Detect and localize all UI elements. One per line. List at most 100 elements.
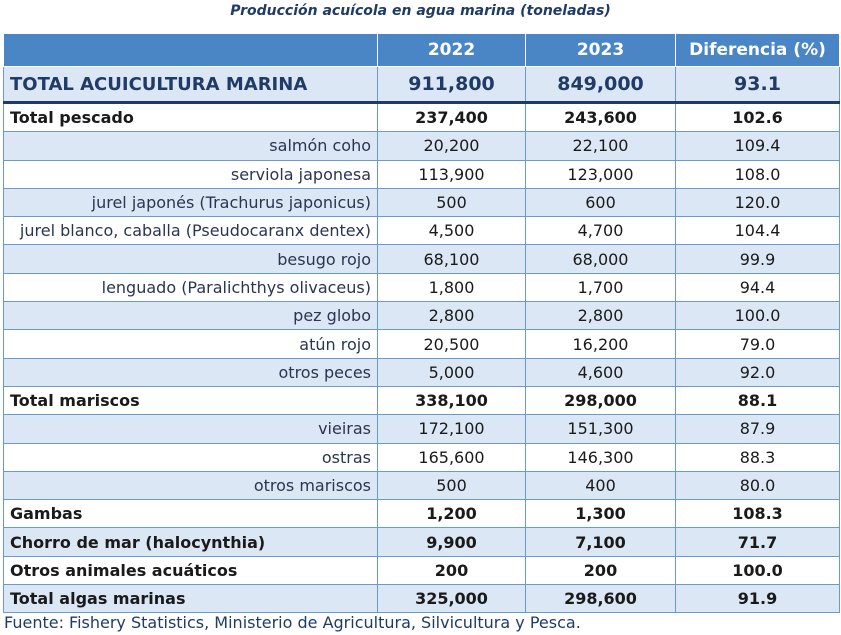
value-2023: 7,100 <box>525 527 676 557</box>
table-row: ostras 165,600 146,300 88.3 <box>3 442 840 472</box>
value-2023: 4,700 <box>525 216 676 246</box>
row-label: salmón coho <box>3 131 378 161</box>
table-row: salmón coho 20,200 22,100 109.4 <box>3 131 840 161</box>
value-2023: 1,300 <box>525 499 676 529</box>
value-diferencia: 92.0 <box>675 357 840 387</box>
row-label: pez globo <box>3 301 378 331</box>
value-2023: 146,300 <box>525 442 676 472</box>
row-label: Otros animales acuáticos <box>3 555 378 586</box>
value-diferencia: 99.9 <box>675 244 840 274</box>
value-2023: 600 <box>525 187 676 218</box>
value-diferencia: 108.3 <box>675 499 840 529</box>
value-diferencia: 100.0 <box>675 301 840 331</box>
value-2023: 1,700 <box>525 272 676 303</box>
value-2022: 113,900 <box>377 159 526 189</box>
row-label: Total algas marinas <box>3 584 378 614</box>
table-row: otros peces 5,000 4,600 92.0 <box>3 357 840 387</box>
value-2023: 2,800 <box>525 301 676 331</box>
value-2022: 911,800 <box>377 66 526 104</box>
header-label <box>3 33 378 67</box>
value-2022: 165,600 <box>377 442 526 472</box>
table-row: Chorro de mar (halocynthia) 9,900 7,100 71.… <box>3 527 840 557</box>
row-label: Chorro de mar (halocynthia) <box>3 527 378 557</box>
header-2022: 2022 <box>377 33 526 67</box>
value-diferencia: 104.4 <box>675 216 840 246</box>
value-2023: 68,000 <box>525 244 676 274</box>
value-2023: 4,600 <box>525 357 676 387</box>
value-2023: 16,200 <box>525 329 676 359</box>
row-label: atún rojo <box>3 329 378 359</box>
value-diferencia: 120.0 <box>675 187 840 218</box>
row-label: lenguado (Paralichthys olivaceus) <box>3 272 378 303</box>
value-2023: 123,000 <box>525 159 676 189</box>
row-label: serviola japonesa <box>3 159 378 189</box>
table-row: Gambas 1,200 1,300 108.3 <box>3 499 840 529</box>
value-2022: 2,800 <box>377 301 526 331</box>
row-label: vieiras <box>3 414 378 444</box>
value-2022: 20,500 <box>377 329 526 359</box>
table-row: Total algas marinas 325,000 298,600 91.9 <box>3 584 840 614</box>
value-2022: 9,900 <box>377 527 526 557</box>
value-diferencia: 94.4 <box>675 272 840 303</box>
header-row: 2022 2023 Diferencia (%) <box>3 33 840 67</box>
value-2022: 325,000 <box>377 584 526 614</box>
value-diferencia: 108.0 <box>675 159 840 189</box>
row-label: otros mariscos <box>3 470 378 501</box>
table-row: atún rojo 20,500 16,200 79.0 <box>3 329 840 359</box>
value-2023: 200 <box>525 555 676 586</box>
value-2023: 151,300 <box>525 414 676 444</box>
value-2022: 1,800 <box>377 272 526 303</box>
value-diferencia: 87.9 <box>675 414 840 444</box>
value-2022: 1,200 <box>377 499 526 529</box>
source-note: Fuente: Fishery Statistics, Ministerio d… <box>4 613 581 632</box>
value-diferencia: 71.7 <box>675 527 840 557</box>
value-2022: 237,400 <box>377 101 526 133</box>
table-row: jurel blanco, caballa (Pseudocaranx dent… <box>3 216 840 246</box>
row-label: Total mariscos <box>3 385 378 416</box>
row-label: otros peces <box>3 357 378 387</box>
table-row: lenguado (Paralichthys olivaceus) 1,800 1,… <box>3 272 840 303</box>
table-row: jurel japonés (Trachurus japonicus) 500 60… <box>3 187 840 218</box>
row-label: Total pescado <box>3 101 378 133</box>
value-2022: 500 <box>377 470 526 501</box>
value-diferencia: 93.1 <box>675 66 840 104</box>
value-diferencia: 88.3 <box>675 442 840 472</box>
value-diferencia: 79.0 <box>675 329 840 359</box>
value-2023: 849,000 <box>525 66 676 104</box>
value-2023: 298,000 <box>525 385 676 416</box>
table-row: Total mariscos 338,100 298,000 88.1 <box>3 385 840 416</box>
table-row: serviola japonesa 113,900 123,000 108.0 <box>3 159 840 189</box>
value-diferencia: 109.4 <box>675 131 840 161</box>
header-diferencia: Diferencia (%) <box>675 33 840 67</box>
value-2022: 500 <box>377 187 526 218</box>
value-2022: 20,200 <box>377 131 526 161</box>
row-label: besugo rojo <box>3 244 378 274</box>
row-label: ostras <box>3 442 378 472</box>
value-diferencia: 91.9 <box>675 584 840 614</box>
value-diferencia: 100.0 <box>675 555 840 586</box>
table-row: otros mariscos 500 400 80.0 <box>3 470 840 501</box>
table-row: Total pescado 237,400 243,600 102.6 <box>3 101 840 133</box>
table-body: TOTAL ACUICULTURA MARINA 911,800 849,000 93… <box>3 66 840 614</box>
row-label: TOTAL ACUICULTURA MARINA <box>3 66 378 104</box>
row-label: Gambas <box>3 499 378 529</box>
value-2022: 5,000 <box>377 357 526 387</box>
value-diferencia: 88.1 <box>675 385 840 416</box>
value-2022: 172,100 <box>377 414 526 444</box>
value-2023: 298,600 <box>525 584 676 614</box>
table-row: pez globo 2,800 2,800 100.0 <box>3 301 840 331</box>
value-2022: 200 <box>377 555 526 586</box>
value-2022: 68,100 <box>377 244 526 274</box>
table-row: vieiras 172,100 151,300 87.9 <box>3 414 840 444</box>
value-2022: 4,500 <box>377 216 526 246</box>
aquaculture-table: 2022 2023 Diferencia (%) TOTAL ACUICULTU… <box>3 33 840 614</box>
value-diferencia: 80.0 <box>675 470 840 501</box>
table-title: Producción acuícola en agua marina (tone… <box>230 3 611 19</box>
value-2023: 400 <box>525 470 676 501</box>
table-row: TOTAL ACUICULTURA MARINA 911,800 849,000 93… <box>3 66 840 104</box>
row-label: jurel blanco, caballa (Pseudocaranx dent… <box>3 216 378 246</box>
value-2023: 243,600 <box>525 101 676 133</box>
table-row: besugo rojo 68,100 68,000 99.9 <box>3 244 840 274</box>
header-2023: 2023 <box>525 33 676 67</box>
